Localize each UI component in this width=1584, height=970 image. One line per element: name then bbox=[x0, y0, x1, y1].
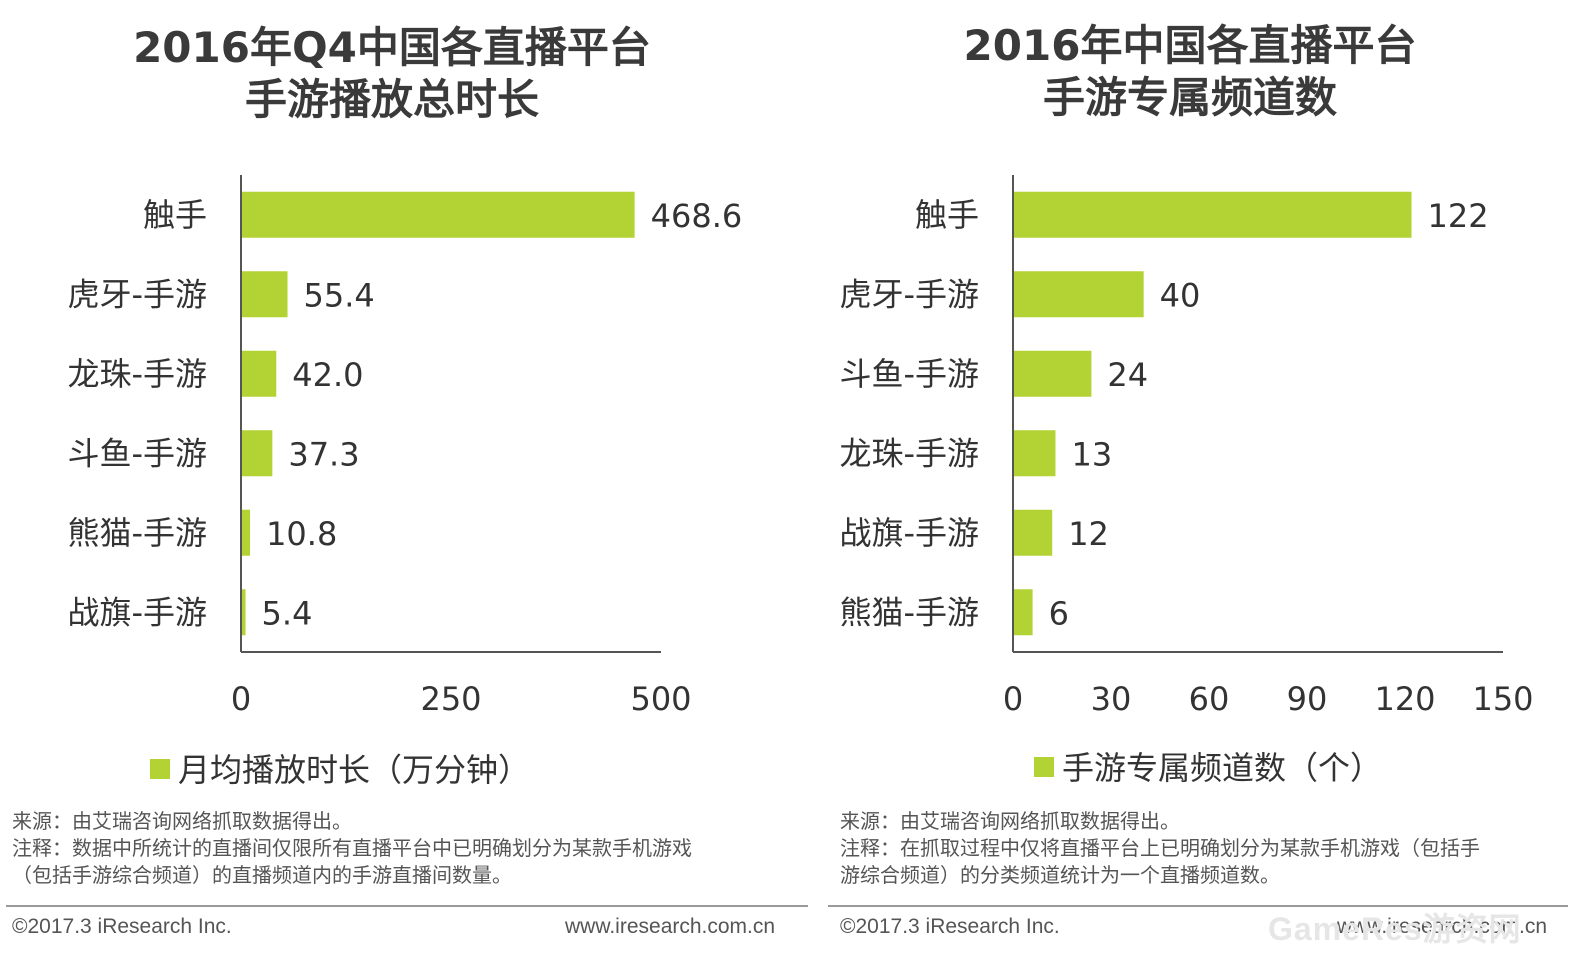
website-link[interactable]: www.iresearch.com.cn bbox=[565, 915, 776, 938]
source-notes: 来源：由艾瑞咨询网络抓取数据得出。 注释：在抓取过程中仅将直播平台上已明确划分为… bbox=[840, 808, 1570, 889]
category-label: 龙珠-手游 bbox=[839, 434, 979, 472]
legend-swatch bbox=[1034, 757, 1054, 777]
source-notes: 来源：由艾瑞咨询网络抓取数据得出。 注释：数据中所统计的直播间仅限所有直播平台中… bbox=[12, 808, 782, 889]
bar bbox=[241, 509, 251, 556]
x-tick-label: 0 bbox=[1003, 680, 1023, 718]
data-label: 13 bbox=[1071, 435, 1112, 473]
category-label: 触手 bbox=[143, 196, 207, 234]
legend: 手游专属频道数（个） bbox=[1034, 748, 1382, 788]
left-panel: 2016年Q4中国各直播平台 手游播放总时长 触手 468.6 虎牙-手游 55.4 龙… bbox=[6, 22, 808, 938]
note-line: （包括手游综合频道）的直播频道内的手游直播间数量。 bbox=[12, 863, 512, 887]
data-label: 24 bbox=[1107, 356, 1148, 394]
chart-title-line-1: 2016年中国各直播平台 bbox=[963, 21, 1417, 70]
chart-title-line-2: 手游专属频道数 bbox=[1042, 73, 1337, 122]
category-label: 战旗-手游 bbox=[67, 593, 207, 631]
data-label: 5.4 bbox=[262, 594, 313, 632]
bar bbox=[1013, 271, 1144, 318]
category-label: 虎牙-手游 bbox=[67, 275, 207, 313]
bar bbox=[1013, 509, 1053, 556]
x-tick-label: 0 bbox=[231, 680, 251, 718]
bar bbox=[241, 589, 246, 636]
data-label: 10.8 bbox=[266, 515, 337, 553]
bar bbox=[1013, 589, 1033, 636]
bar bbox=[241, 350, 277, 397]
bar bbox=[1013, 350, 1092, 397]
chart-title: 2016年中国各直播平台 手游专属频道数 bbox=[820, 20, 1560, 124]
legend-label: 手游专属频道数（个） bbox=[1062, 749, 1383, 787]
bar bbox=[1013, 191, 1412, 238]
website-link[interactable]: www.iresearch.com.cn bbox=[1337, 915, 1548, 938]
data-label: 37.3 bbox=[288, 435, 359, 473]
data-label: 12 bbox=[1068, 515, 1109, 553]
x-tick-label: 90 bbox=[1287, 680, 1328, 718]
bar bbox=[241, 430, 273, 477]
bar-chart-play-duration: 触手 468.6 虎牙-手游 55.4 龙珠-手游 42.0 斗鱼-手游 37.3 熊猫-手游 1… bbox=[67, 175, 743, 718]
category-label: 熊猫-手游 bbox=[839, 593, 979, 631]
x-tick-label: 60 bbox=[1189, 680, 1230, 718]
legend-swatch bbox=[150, 759, 170, 779]
category-label: 斗鱼-手游 bbox=[67, 434, 207, 472]
data-label: 40 bbox=[1160, 276, 1201, 314]
category-label: 战旗-手游 bbox=[839, 514, 979, 552]
data-label: 42.0 bbox=[292, 356, 363, 394]
watermark: GameRes游资网 bbox=[1268, 911, 1522, 947]
chart-title-line-2: 手游播放总时长 bbox=[244, 75, 539, 124]
category-label: 虎牙-手游 bbox=[839, 275, 979, 313]
copyright: ©2017.3 iResearch Inc. bbox=[840, 915, 1060, 938]
x-tick-label: 150 bbox=[1472, 680, 1533, 718]
category-label: 龙珠-手游 bbox=[67, 355, 207, 393]
chart-title: 2016年Q4中国各直播平台 手游播放总时长 bbox=[42, 22, 742, 126]
data-label: 55.4 bbox=[304, 276, 375, 314]
data-label: 6 bbox=[1049, 594, 1069, 632]
bar bbox=[241, 271, 288, 318]
chart-title-line-1: 2016年Q4中国各直播平台 bbox=[133, 23, 651, 72]
x-tick-label: 500 bbox=[630, 680, 691, 718]
copyright: ©2017.3 iResearch Inc. bbox=[12, 915, 232, 938]
bar bbox=[1013, 430, 1056, 477]
category-label: 触手 bbox=[915, 196, 979, 234]
x-tick-label: 120 bbox=[1374, 680, 1435, 718]
note-line: 来源：由艾瑞咨询网络抓取数据得出。 bbox=[840, 809, 1180, 833]
data-label: 468.6 bbox=[651, 197, 743, 235]
x-tick-label: 250 bbox=[420, 680, 481, 718]
footer-divider bbox=[828, 905, 1568, 907]
note-line: 注释：在抓取过程中仅将直播平台上已明确划分为某款手机游戏（包括手 bbox=[840, 836, 1480, 860]
data-label: 122 bbox=[1428, 197, 1489, 235]
x-tick-label: 30 bbox=[1091, 680, 1132, 718]
category-label: 熊猫-手游 bbox=[67, 514, 207, 552]
legend-label: 月均播放时长（万分钟） bbox=[178, 751, 531, 789]
category-label: 斗鱼-手游 bbox=[839, 355, 979, 393]
legend: 月均播放时长（万分钟） bbox=[150, 750, 530, 790]
note-line: 注释：数据中所统计的直播间仅限所有直播平台中已明确划分为某款手机游戏 bbox=[12, 836, 692, 860]
bar bbox=[241, 191, 635, 238]
note-line: 来源：由艾瑞咨询网络抓取数据得出。 bbox=[12, 809, 352, 833]
note-line: 游综合频道）的分类频道统计为一个直播频道数。 bbox=[840, 863, 1280, 887]
right-panel: 2016年中国各直播平台 手游专属频道数 触手 122 虎牙-手游 40 斗鱼-手游 24… bbox=[792, 0, 1584, 970]
footer-divider bbox=[6, 905, 808, 907]
